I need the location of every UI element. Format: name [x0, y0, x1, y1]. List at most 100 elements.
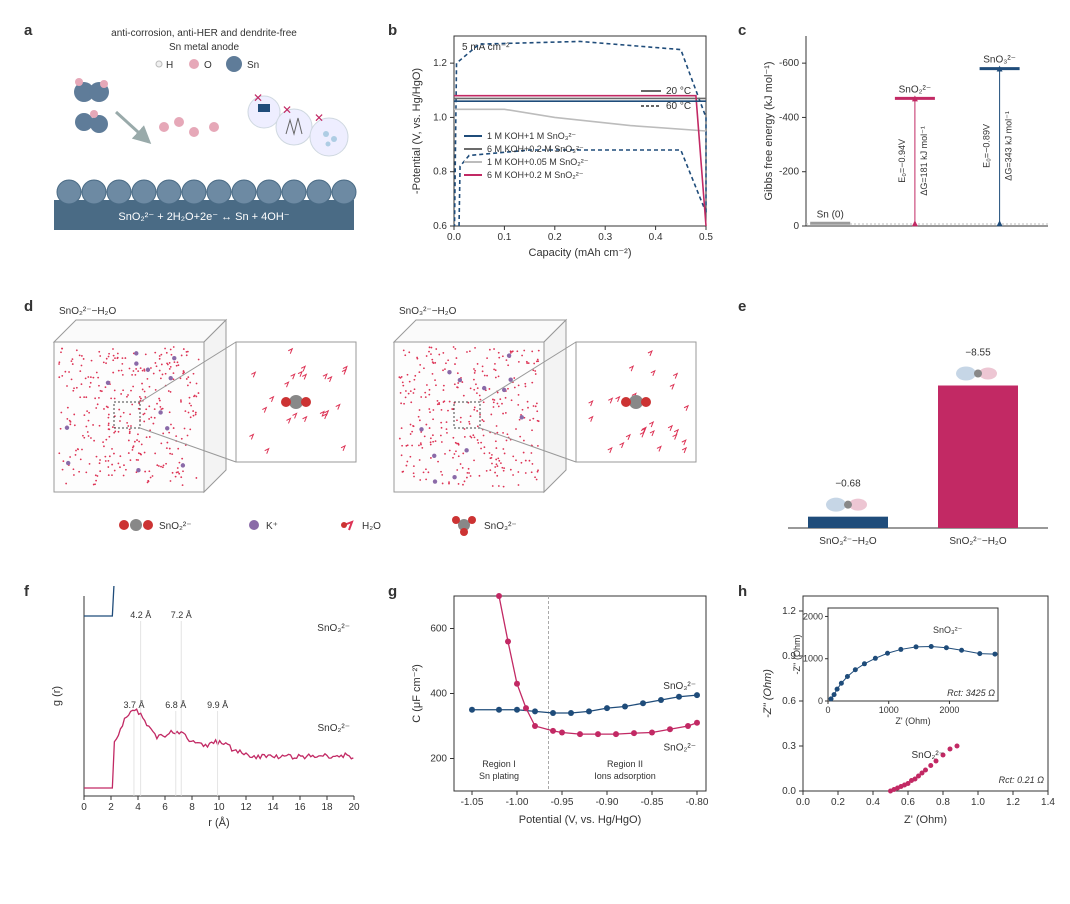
- svg-text:18: 18: [321, 802, 333, 813]
- svg-text:0.6: 0.6: [901, 797, 915, 808]
- svg-text:SnO₃²⁻: SnO₃²⁻: [983, 55, 1016, 66]
- svg-text:6 M KOH+0.2 M SnO₂²⁻: 6 M KOH+0.2 M SnO₂²⁻: [487, 170, 584, 180]
- svg-text:20 °C: 20 °C: [666, 86, 691, 97]
- svg-text:400: 400: [430, 689, 447, 700]
- svg-text:0.6: 0.6: [782, 696, 796, 707]
- svg-text:O: O: [204, 60, 212, 71]
- panel-a-title2: Sn metal anode: [169, 42, 239, 53]
- svg-text:0.4: 0.4: [649, 232, 663, 243]
- panel-a: anti-corrosion, anti-HER and dendrite-fr…: [44, 22, 364, 252]
- svg-text:0.0: 0.0: [796, 797, 810, 808]
- svg-text:H₂O: H₂O: [362, 521, 381, 532]
- svg-text:0: 0: [825, 705, 830, 715]
- svg-text:-Potential (V, vs. Hg/HgO): -Potential (V, vs. Hg/HgO): [411, 68, 423, 194]
- svg-text:−0.68: −0.68: [835, 479, 861, 490]
- svg-text:0.3: 0.3: [782, 741, 796, 752]
- svg-text:Capacity (mAh cm⁻²): Capacity (mAh cm⁻²): [529, 247, 632, 259]
- svg-text:✕: ✕: [314, 111, 324, 125]
- label-g: g: [388, 583, 397, 600]
- svg-text:1.4: 1.4: [1041, 797, 1055, 808]
- svg-text:SnO₂²⁻: SnO₂²⁻: [318, 723, 351, 734]
- svg-text:C (μF cm⁻²): C (μF cm⁻²): [411, 664, 423, 723]
- svg-text:1.0: 1.0: [971, 797, 985, 808]
- svg-text:Z' (Ohm): Z' (Ohm): [904, 814, 947, 826]
- svg-text:H: H: [166, 60, 173, 71]
- label-h: h: [738, 583, 747, 600]
- svg-text:-0.85: -0.85: [641, 797, 664, 808]
- svg-text:0.4: 0.4: [866, 797, 880, 808]
- svg-text:SnO₂²⁻: SnO₂²⁻: [664, 743, 697, 754]
- svg-text:6: 6: [162, 802, 168, 813]
- svg-text:0.3: 0.3: [598, 232, 612, 243]
- svg-text:0.1: 0.1: [497, 232, 511, 243]
- svg-text:Rct: 0.21 Ω: Rct: 0.21 Ω: [999, 775, 1045, 785]
- svg-text:60 °C: 60 °C: [666, 101, 691, 112]
- svg-text:1.2: 1.2: [1006, 797, 1020, 808]
- label-f: f: [24, 583, 29, 600]
- svg-text:ΔG=181 kJ mol⁻¹: ΔG=181 kJ mol⁻¹: [919, 126, 929, 196]
- svg-text:12: 12: [240, 802, 252, 813]
- svg-text:SnO₂²⁻: SnO₂²⁻: [159, 521, 192, 532]
- svg-text:-0.80: -0.80: [686, 797, 709, 808]
- schematic-clusters: [74, 78, 219, 142]
- svg-text:−8.55: −8.55: [965, 348, 991, 359]
- svg-text:1000: 1000: [879, 705, 899, 715]
- svg-text:1.0: 1.0: [433, 112, 447, 123]
- svg-text:0.0: 0.0: [447, 232, 461, 243]
- svg-text:SnO₃²⁻: SnO₃²⁻: [663, 681, 696, 692]
- svg-text:Region II: Region II: [607, 759, 643, 769]
- svg-text:3.7 Å: 3.7 Å: [123, 700, 144, 710]
- svg-text:4: 4: [135, 802, 141, 813]
- svg-text:7.2 Å: 7.2 Å: [171, 610, 192, 620]
- svg-text:1 M KOH+1 M SnO₃²⁻: 1 M KOH+1 M SnO₃²⁻: [487, 131, 576, 141]
- panel-d: SnO₂²⁻−H₂OSnO₃²⁻−H₂OSnO₂²⁻K⁺H₂OSnO₃²⁻: [44, 300, 724, 560]
- panel-h: 0.00.20.40.60.81.01.21.40.00.30.60.91.2Z…: [758, 586, 1058, 841]
- svg-text:SnO₂²⁻−H₂O: SnO₂²⁻−H₂O: [949, 536, 1006, 547]
- svg-text:E₀=−0.89V: E₀=−0.89V: [982, 124, 992, 168]
- svg-text:Z' (Ohm): Z' (Ohm): [895, 716, 930, 726]
- svg-text:4.2 Å: 4.2 Å: [130, 610, 151, 620]
- panel-e: SnO₃²⁻−H₂O −0.68 SnO₂²⁻−H₂O −8.55: [758, 303, 1058, 558]
- svg-text:SnO₂²⁻: SnO₂²⁻: [912, 750, 945, 761]
- sn-row: SnO₂²⁻ + 2H₂O+2e⁻ ↔ Sn + 4OH⁻: [54, 180, 356, 230]
- svg-text:0: 0: [793, 221, 799, 232]
- svg-text:Potential (V, vs. Hg/HgO): Potential (V, vs. Hg/HgO): [519, 814, 641, 826]
- svg-text:0.2: 0.2: [548, 232, 562, 243]
- svg-text:0.6: 0.6: [433, 221, 447, 232]
- svg-text:1.2: 1.2: [433, 58, 447, 69]
- svg-text:SnO₃²⁻−H₂O: SnO₃²⁻−H₂O: [819, 536, 877, 547]
- svg-text:0.2: 0.2: [831, 797, 845, 808]
- svg-text:-600: -600: [779, 58, 799, 69]
- svg-text:Region I: Region I: [482, 759, 516, 769]
- svg-text:8: 8: [189, 802, 195, 813]
- svg-text:-0.90: -0.90: [596, 797, 619, 808]
- svg-text:SnO₃²⁻−H₂O: SnO₃²⁻−H₂O: [399, 306, 457, 317]
- svg-text:0.8: 0.8: [433, 167, 447, 178]
- svg-text:ΔG=343 kJ mol⁻¹: ΔG=343 kJ mol⁻¹: [1004, 111, 1014, 181]
- svg-text:2000: 2000: [803, 611, 823, 621]
- svg-text:Sn (0): Sn (0): [817, 209, 844, 220]
- svg-text:0: 0: [81, 802, 87, 813]
- svg-text:0: 0: [818, 696, 823, 706]
- svg-text:1 M KOH+0.05 M SnO₂²⁻: 1 M KOH+0.05 M SnO₂²⁻: [487, 157, 589, 167]
- svg-text:20: 20: [348, 802, 360, 813]
- svg-text:✕: ✕: [253, 91, 263, 105]
- svg-text:g (r): g (r): [51, 686, 63, 706]
- panel-c: 0-200-400-600Gibbs free energy (kJ mol⁻¹…: [758, 26, 1058, 261]
- svg-text:E₀=−0.94V: E₀=−0.94V: [897, 139, 907, 183]
- svg-text:2000: 2000: [939, 705, 959, 715]
- svg-text:✕: ✕: [282, 103, 292, 117]
- svg-text:SnO₂²⁻−H₂O: SnO₂²⁻−H₂O: [59, 306, 116, 317]
- svg-text:0.5: 0.5: [699, 232, 713, 243]
- svg-text:14: 14: [267, 802, 279, 813]
- svg-text:0.8: 0.8: [936, 797, 950, 808]
- svg-text:2: 2: [108, 802, 114, 813]
- svg-text:Rct: 3425 Ω: Rct: 3425 Ω: [947, 688, 995, 698]
- svg-text:9.9 Å: 9.9 Å: [207, 700, 228, 710]
- svg-text:0.0: 0.0: [782, 786, 796, 797]
- svg-text:r (Å): r (Å): [208, 816, 229, 829]
- svg-text:6.8 Å: 6.8 Å: [165, 700, 186, 710]
- svg-text:-0.95: -0.95: [551, 797, 574, 808]
- svg-text:Ions adsorption: Ions adsorption: [594, 771, 656, 781]
- svg-text:10: 10: [213, 802, 225, 813]
